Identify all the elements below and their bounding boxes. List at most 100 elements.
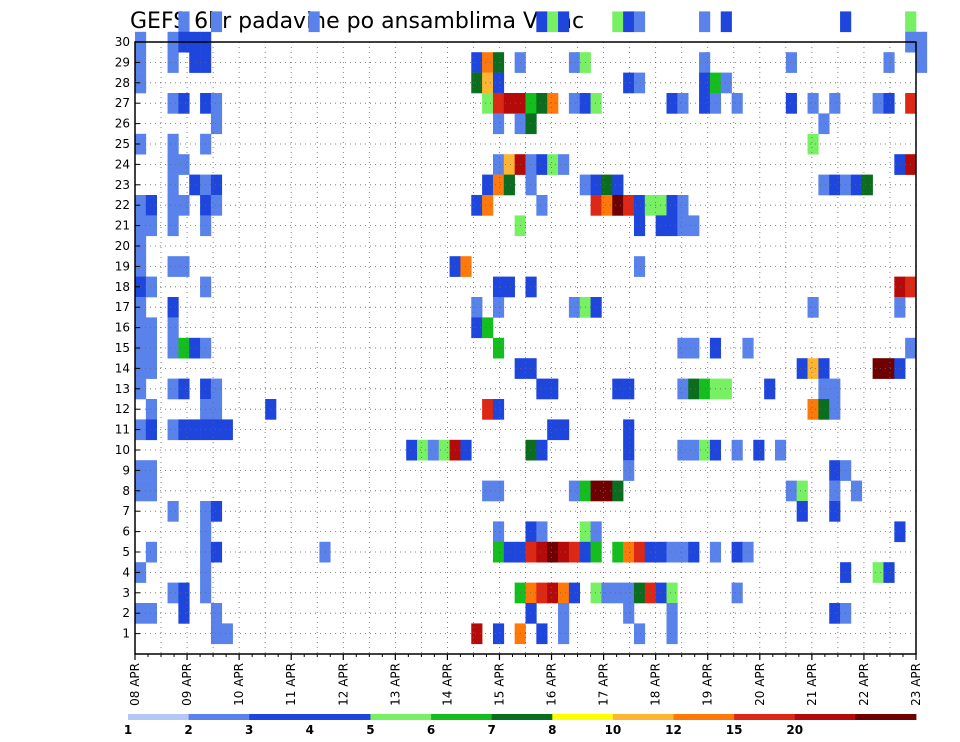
x-tick-label: 19 APR <box>701 663 715 706</box>
heatmap-cell <box>829 174 841 196</box>
heatmap-cell <box>525 603 537 624</box>
heatmap-cell <box>677 378 689 400</box>
heatmap-cell <box>145 358 157 379</box>
heatmap-cell <box>492 521 505 543</box>
heatmap-cell <box>482 174 494 196</box>
heatmap-cell <box>829 378 841 400</box>
heatmap-cell <box>145 603 157 624</box>
heatmap-cell <box>916 52 928 73</box>
heatmap-cell <box>547 419 559 441</box>
heatmap-cell <box>471 195 483 216</box>
legend-label: 7 <box>488 723 496 737</box>
x-tick-label: 21 APR <box>805 663 819 706</box>
heatmap-cell <box>894 276 906 298</box>
heatmap-cell <box>666 195 678 216</box>
heatmap-cell <box>894 154 906 175</box>
heatmap-cell <box>189 174 201 196</box>
heatmap-cell <box>145 195 157 216</box>
heatmap-cell <box>601 174 613 196</box>
legend-label: 10 <box>605 723 622 737</box>
heatmap-cell <box>699 11 711 33</box>
heatmap-cell <box>568 297 581 318</box>
heatmap-cell <box>872 358 884 379</box>
legend-swatch <box>612 714 674 720</box>
heatmap-cell <box>850 174 863 196</box>
y-tick-label: 28 <box>115 76 130 90</box>
y-tick-label: 3 <box>122 586 130 600</box>
y-tick-label: 25 <box>115 137 130 151</box>
legend-label: 15 <box>726 723 743 737</box>
heatmap-cell <box>167 154 179 175</box>
x-tick-label: 17 APR <box>597 663 611 706</box>
heatmap-cell <box>850 480 863 502</box>
heatmap-cell <box>818 378 830 400</box>
heatmap-cell <box>210 378 223 400</box>
y-tick-label: 21 <box>115 219 130 233</box>
heatmap-cell <box>568 52 581 73</box>
heatmap-cell <box>699 439 711 461</box>
y-tick-label: 16 <box>115 321 130 335</box>
heatmap-cell <box>167 378 179 400</box>
x-tick-label: 23 APR <box>909 663 923 706</box>
heatmap-cell <box>221 419 233 441</box>
y-tick-label: 23 <box>115 178 130 192</box>
heatmap-cell <box>167 317 179 339</box>
heatmap-cell <box>536 93 548 114</box>
heatmap-cell <box>623 419 635 441</box>
x-tick-label: 20 APR <box>753 663 767 706</box>
y-tick-label: 27 <box>115 96 130 110</box>
heatmap-cell <box>655 541 667 563</box>
heatmap-cell <box>492 541 505 563</box>
heatmap-cell <box>210 174 223 196</box>
heatmap-cell <box>633 215 646 237</box>
heatmap-cell <box>872 562 884 583</box>
heatmap-cell <box>503 93 515 114</box>
heatmap-cell <box>633 72 646 94</box>
heatmap-cell <box>764 378 776 400</box>
heatmap-cell <box>319 541 331 563</box>
y-axis-ticks: 1234567891011121314151617181920212223242… <box>115 35 140 641</box>
heatmap-cell <box>492 480 505 502</box>
heatmap-cell <box>178 603 190 624</box>
heatmap-cell <box>688 378 700 400</box>
heatmap-cell <box>655 582 667 604</box>
heatmap-cell <box>178 419 190 441</box>
heatmap-cell <box>742 337 754 359</box>
heatmap-cell <box>145 399 157 420</box>
heatmap-cell <box>525 358 537 379</box>
heatmap-cell <box>807 399 819 420</box>
heatmap-cell <box>883 358 895 379</box>
heatmap-cell <box>590 582 602 604</box>
heatmap-cell <box>558 623 570 645</box>
legend-label: 6 <box>427 723 435 737</box>
heatmap-cell <box>666 603 678 624</box>
y-tick-label: 22 <box>115 198 130 212</box>
heatmap-cell <box>525 154 537 175</box>
heatmap-cell <box>796 480 808 502</box>
heatmap-cell <box>167 215 179 237</box>
heatmap-cell <box>601 582 613 604</box>
heatmap-cell <box>699 52 711 73</box>
heatmap-cell <box>623 603 635 624</box>
heatmap-cell <box>492 399 505 420</box>
heatmap-cell <box>655 215 667 237</box>
heatmap-cell <box>427 439 440 461</box>
heatmap-cell <box>547 93 559 114</box>
heatmap-cell <box>699 72 711 94</box>
legend-swatch <box>370 714 432 720</box>
heatmap-cell <box>189 337 201 359</box>
heatmap-cell <box>590 93 602 114</box>
heatmap-cell <box>492 276 505 298</box>
heatmap-cell <box>688 215 700 237</box>
heatmap-cell <box>525 93 537 114</box>
heatmap-cell <box>145 419 157 441</box>
heatmap-cell <box>167 174 179 196</box>
heatmap-cell <box>699 93 711 114</box>
y-tick-label: 9 <box>122 463 130 477</box>
heatmap-cell <box>492 113 505 135</box>
legend-label: 3 <box>245 723 253 737</box>
color-legend: 1 2 3 4 5 6 7 8 10 12 15 20 <box>124 714 917 737</box>
heatmap-cell <box>210 11 223 33</box>
heatmap-cell <box>167 195 179 216</box>
heatmap-cell <box>558 419 570 441</box>
